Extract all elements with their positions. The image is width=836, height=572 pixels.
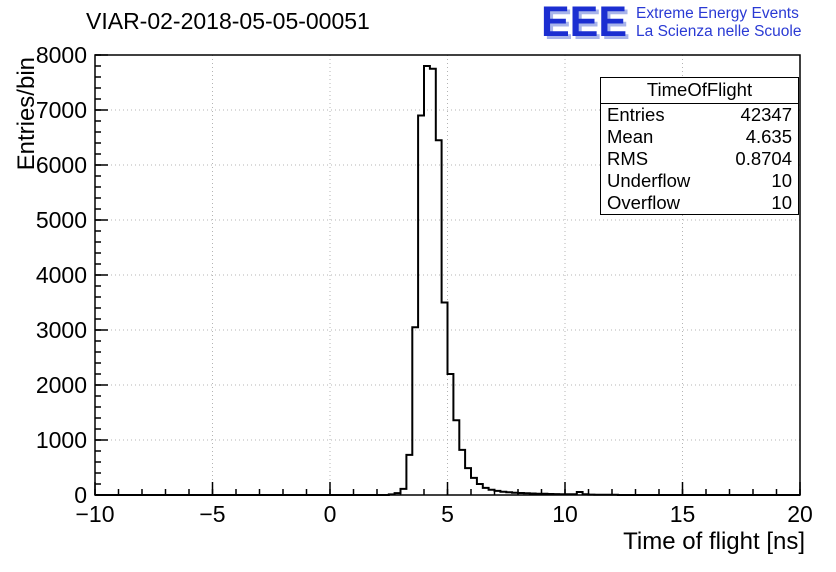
y-axis-title: Entries/bin — [13, 57, 40, 170]
y-tick-label: 2000 — [36, 372, 87, 398]
stats-row-entries: Entries 42347 — [601, 104, 798, 126]
y-tick-label: 4000 — [36, 262, 87, 288]
stats-label: Entries — [607, 104, 665, 125]
x-tick-label: 5 — [441, 501, 454, 527]
eee-logo-line2: La Scienza nelle Scuole — [636, 23, 802, 40]
chart-generated: −10 −5 0 5 10 15 20 0 1000 2000 3000 4000 5000 6000 70… — [36, 42, 813, 527]
y-tick-label: 0 — [74, 482, 87, 508]
chart-title: VIAR-02-2018-05-05-00051 — [86, 8, 370, 34]
y-tick-label: 7000 — [36, 97, 87, 123]
stats-value: 10 — [771, 192, 792, 213]
x-tick-label: 20 — [787, 501, 813, 527]
eee-logo-letters: EEE — [541, 0, 628, 46]
stats-box-title: TimeOfFlight — [601, 78, 798, 104]
y-tick-label: 6000 — [36, 152, 87, 178]
eee-logo-text: Extreme Energy Events La Scienza nelle S… — [636, 2, 801, 41]
y-tick-label: 8000 — [36, 42, 87, 68]
stats-value: 0.8704 — [735, 148, 792, 169]
stats-row-overflow: Overflow 10 — [601, 192, 798, 214]
x-tick-label: −5 — [199, 501, 225, 527]
stats-label: Underflow — [607, 170, 691, 191]
stats-value: 42347 — [740, 104, 792, 125]
stats-box: TimeOfFlight Entries 42347 Mean 4.635 RM… — [600, 77, 799, 215]
stats-label: Overflow — [607, 192, 680, 213]
stats-label: RMS — [607, 148, 649, 169]
stats-row-rms: RMS 0.8704 — [601, 148, 798, 170]
stats-row-mean: Mean 4.635 — [601, 126, 798, 148]
eee-logo: EEE Extreme Energy Events La Scienza nel… — [541, 0, 802, 46]
stats-label: Mean — [607, 126, 654, 147]
stats-row-underflow: Underflow 10 — [601, 170, 798, 192]
x-tick-label: 0 — [324, 501, 337, 527]
x-axis-title: Time of flight [ns] — [623, 528, 805, 555]
x-tick-label: 15 — [670, 501, 696, 527]
x-tick-label: 10 — [552, 501, 578, 527]
stats-value: 4.635 — [745, 126, 792, 147]
x-tick-label: −10 — [75, 501, 114, 527]
histogram-line — [95, 65, 800, 496]
stats-value: 10 — [771, 170, 792, 191]
eee-logo-line1: Extreme Energy Events — [636, 5, 799, 22]
y-tick-label: 5000 — [36, 207, 87, 233]
y-tick-label: 3000 — [36, 317, 87, 343]
y-tick-label: 1000 — [36, 427, 87, 453]
